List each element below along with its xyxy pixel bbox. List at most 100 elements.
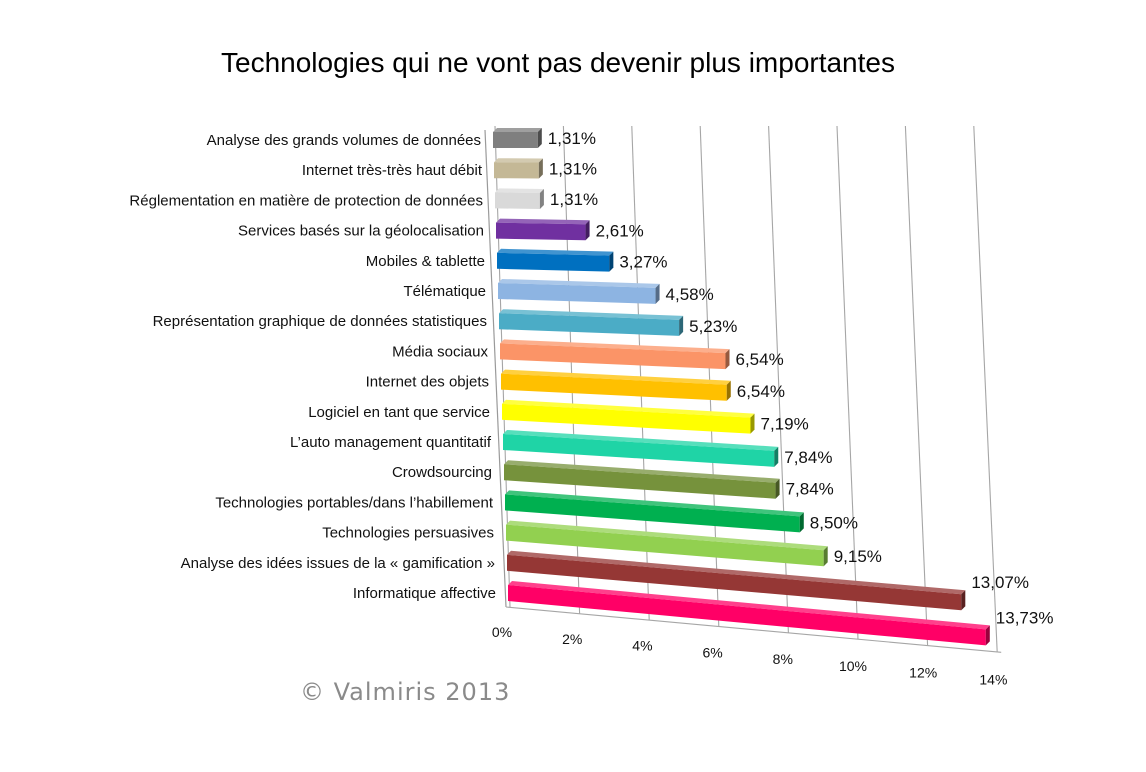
- bar-top-face: [499, 309, 684, 320]
- bar-front-face: [499, 313, 680, 336]
- bar-end-face: [823, 546, 828, 567]
- x-tick-label: 14%: [979, 671, 1007, 687]
- data-label: 7,84%: [786, 480, 834, 499]
- bar-top-face: [495, 188, 544, 193]
- bar-front-face: [500, 343, 726, 370]
- bar-top-face: [508, 581, 990, 630]
- bar-front-face: [497, 252, 610, 272]
- bar-top-face: [501, 369, 731, 385]
- bar-front-face: [507, 554, 962, 611]
- x-tick-label: 8%: [773, 651, 793, 667]
- category-label: Technologies persuasives: [322, 525, 494, 542]
- x-axis-line: [505, 606, 1002, 653]
- bar-2: [494, 158, 543, 179]
- data-label: 3,27%: [619, 253, 667, 272]
- bar-end-face: [537, 128, 542, 148]
- data-label: 7,19%: [760, 415, 808, 434]
- x-tick-label: 6%: [702, 644, 722, 660]
- bar-11: [503, 430, 779, 467]
- data-label: 7,84%: [784, 448, 832, 467]
- category-label: Média sociaux: [392, 343, 488, 360]
- bar-top-face: [503, 430, 779, 451]
- bar-end-face: [961, 590, 966, 611]
- bar-front-face: [498, 283, 656, 304]
- data-label: 1,31%: [549, 159, 597, 178]
- bar-end-face: [725, 349, 730, 370]
- category-label: Services basés sur la géolocalisation: [238, 223, 484, 240]
- bar-4: [496, 218, 590, 241]
- bar-top-face: [494, 158, 543, 163]
- bar-15: [507, 550, 966, 611]
- bar-top-face: [497, 248, 614, 256]
- category-label: Informatique affective: [353, 585, 496, 602]
- bar-10: [502, 399, 755, 434]
- bar-end-face: [539, 188, 544, 209]
- category-label: Analyse des idées issues de la « gamific…: [181, 555, 495, 572]
- x-tick-label: 10%: [839, 658, 867, 674]
- bar-front-face: [494, 162, 539, 179]
- bar-end-face: [655, 283, 660, 304]
- category-label: Télématique: [403, 283, 486, 300]
- bar-front-face: [503, 434, 775, 467]
- bar-end-face: [775, 478, 780, 499]
- bar-end-face: [609, 251, 614, 272]
- x-axis-ticks: 0% 2% 4% 6% 8% 10% 12% 14%: [492, 624, 1008, 687]
- bar-top-face: [502, 399, 755, 418]
- category-labels: Analyse des grands volumes de données Int…: [129, 132, 496, 602]
- bar-end-face: [679, 315, 684, 336]
- bar-1: [493, 128, 542, 148]
- gridline-14: [973, 125, 998, 653]
- category-label: Analyse des grands volumes de données: [207, 132, 481, 149]
- bar-top-face: [504, 460, 780, 483]
- data-label: 6,54%: [735, 350, 783, 369]
- bar-top-face: [500, 339, 730, 354]
- x-tick-label: 2%: [562, 631, 582, 647]
- data-label: 4,58%: [666, 285, 714, 304]
- data-label: 1,31%: [548, 129, 596, 148]
- x-tick-label: 12%: [909, 665, 937, 681]
- bar-front-face: [504, 464, 776, 499]
- data-label: 13,07%: [971, 573, 1029, 592]
- category-label: L’auto management quantitatif: [290, 434, 492, 451]
- bar-end-face: [774, 446, 779, 467]
- x-tick-label: 4%: [632, 638, 652, 654]
- bar-7: [499, 309, 684, 336]
- bar-14: [506, 520, 828, 567]
- bar-front-face: [506, 524, 824, 567]
- bar-end-face: [750, 413, 755, 434]
- bar-16: [508, 581, 990, 646]
- category-label: Crowdsourcing: [392, 464, 492, 481]
- data-label: 1,31%: [550, 190, 598, 209]
- bar-5: [497, 248, 614, 272]
- bar-8: [500, 339, 730, 370]
- bar-end-face: [726, 380, 731, 401]
- bar-end-face: [538, 158, 543, 179]
- bar-6: [498, 279, 660, 304]
- bar-front-face: [501, 373, 727, 401]
- bar-front-face: [496, 222, 586, 241]
- data-labels: 1,31% 1,31% 1,31% 2,61% 3,27% 4,58% 5,23% 6,54%…: [548, 129, 1054, 627]
- bar-top-face: [506, 520, 828, 551]
- data-label: 13,73%: [996, 608, 1054, 627]
- x-tick-label: 0%: [492, 624, 512, 640]
- bars: [493, 128, 990, 646]
- bar-top-face: [498, 279, 660, 288]
- bar-top-face: [507, 550, 966, 595]
- data-label: 8,50%: [810, 513, 858, 532]
- data-label: 5,23%: [689, 317, 737, 336]
- category-label: Mobiles & tablette: [366, 253, 485, 270]
- data-label: 2,61%: [596, 221, 644, 240]
- bar-top-face: [496, 218, 590, 225]
- bar-13: [505, 490, 804, 533]
- category-label: Réglementation en matière de protection …: [129, 192, 483, 209]
- bar-front-face: [495, 192, 540, 209]
- bar-front-face: [508, 585, 986, 646]
- category-label: Technologies portables/dans l’habillemen…: [215, 494, 494, 511]
- copyright-watermark: © Valmiris 2013: [300, 678, 510, 706]
- bar-end-face: [799, 512, 804, 533]
- y-axis-line: [484, 129, 507, 608]
- data-label: 6,54%: [737, 382, 785, 401]
- bar-3: [495, 188, 544, 209]
- data-label: 9,15%: [834, 547, 882, 566]
